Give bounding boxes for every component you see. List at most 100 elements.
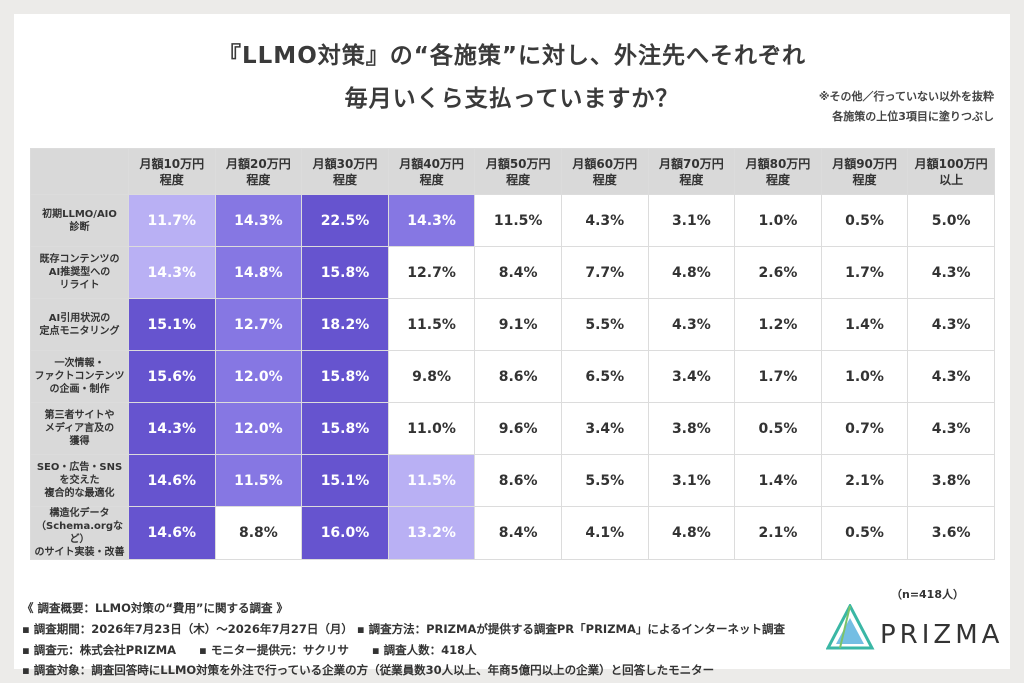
- table-cell: 12.0%: [214, 402, 303, 455]
- table-cell: 14.3%: [214, 194, 303, 247]
- column-header-text: 月額50万円: [485, 156, 551, 171]
- table-cell: 11.5%: [474, 194, 562, 247]
- column-header: 月額30万円 程度: [301, 148, 389, 195]
- note-line2: 各施策の上位3項目に塗りつぶし: [832, 110, 994, 123]
- table-row: 初期LLMO/AIO 診断 11.7% 14.3% 22.5% 14.3% 11.5% 4.3…: [30, 194, 995, 247]
- table-cell: 13.2%: [387, 506, 476, 560]
- row-label: 初期LLMO/AIO 診断: [30, 194, 129, 247]
- table-cell: 11.5%: [214, 454, 303, 507]
- table-cell: 4.3%: [907, 246, 995, 299]
- table-cell: 12.7%: [387, 246, 476, 299]
- table-cell: 0.5%: [820, 194, 909, 247]
- table-cell: 2.6%: [734, 246, 822, 299]
- column-header-text: 程度: [332, 172, 357, 187]
- column-header: 月額20万円 程度: [214, 148, 303, 195]
- survey-line1: ▪ 調査期間：2026年7月23日（木）〜2026年7月27日（月） ▪ 調査方…: [22, 622, 786, 636]
- table-cell: 4.3%: [907, 350, 995, 403]
- table-cell: 8.4%: [474, 246, 562, 299]
- table-corner: [30, 148, 129, 195]
- table-cell: 15.8%: [301, 246, 389, 299]
- table-body: 初期LLMO/AIO 診断 11.7% 14.3% 22.5% 14.3% 11.5% 4.3…: [30, 194, 995, 560]
- table-cell: 3.6%: [907, 506, 995, 560]
- column-header-text: 月額90万円: [832, 156, 897, 171]
- survey-line3: ▪ 調査対象：調査回答時にLLMO対策を外注で行っている企業の方（従業員数30人…: [22, 663, 715, 677]
- table-cell: 14.8%: [214, 246, 303, 299]
- row-label-text: リライト: [59, 280, 100, 291]
- table-cell: 11.5%: [387, 454, 476, 507]
- row-label-text: 定点モニタリング: [39, 325, 120, 337]
- table-cell: 3.1%: [647, 194, 736, 247]
- table-row: AI引用状況の 定点モニタリング 15.1% 12.7% 18.2% 11.5% 9.1% 5…: [30, 298, 995, 351]
- row-label-text: AI引用状況の: [48, 312, 111, 324]
- table-cell: 9.8%: [387, 350, 476, 403]
- row-label-text: AI推奨型への: [48, 267, 111, 278]
- table-row: 第三者サイトや メディア言及の 獲得 14.3% 12.0% 15.8% 11.0% 9.6%…: [30, 402, 995, 455]
- table-header-row: 月額10万円 程度 月額20万円 程度 月額30万円 程度 月額40万円 程度 月額50万円 程度…: [30, 148, 995, 195]
- table-cell: 14.3%: [128, 402, 216, 455]
- table-cell: 4.1%: [560, 506, 649, 560]
- row-label-text: メディア言及の: [44, 423, 115, 434]
- row-label-text: の企画・制作: [49, 384, 110, 395]
- row-label-text: 既存コンテンツの: [39, 254, 120, 265]
- table-cell: 2.1%: [734, 506, 822, 560]
- prizma-logo: [826, 604, 875, 650]
- row-label-text: のサイト実装・改善: [34, 547, 125, 558]
- column-header-text: 程度: [592, 172, 617, 187]
- table-cell: 5.5%: [560, 454, 649, 507]
- table-cell: 4.8%: [647, 506, 736, 560]
- table-cell: 11.5%: [387, 298, 476, 351]
- table-cell: 3.4%: [560, 402, 649, 455]
- column-header-text: 月額40万円: [399, 156, 464, 171]
- table-cell: 9.6%: [474, 402, 562, 455]
- table-cell: 8.4%: [474, 506, 562, 560]
- column-header-text: 月額70万円: [659, 156, 724, 171]
- row-label-text: を交えた: [59, 475, 100, 486]
- column-header: 月額50万円 程度: [474, 148, 562, 195]
- survey-title: 《 調査概要：LLMO対策の“費用”に関する調査 》: [22, 601, 288, 615]
- column-header-text: 以上: [939, 172, 964, 187]
- table-cell: 0.7%: [820, 402, 909, 455]
- note-line1: ※その他／行っていない以外を抜粋: [818, 90, 994, 103]
- table-cell: 8.8%: [214, 506, 303, 560]
- row-label: AI引用状況の 定点モニタリング: [30, 298, 129, 351]
- table-cell: 1.7%: [820, 246, 909, 299]
- table-cell: 0.5%: [820, 506, 909, 560]
- column-header-text: 月額100万円: [914, 156, 988, 171]
- column-header: 月額80万円 程度: [734, 148, 822, 195]
- table-row: 構造化データ （Schema.orgなど） のサイト実装・改善 14.6% 8.8% 16…: [30, 506, 995, 560]
- table-cell: 8.6%: [474, 350, 562, 403]
- table-cell: 18.2%: [301, 298, 389, 351]
- table-cell: 14.6%: [128, 506, 216, 560]
- chart-title-line1: 『LLMO対策』の“各施策”に対し、外注先へそれぞれ: [218, 43, 806, 69]
- column-header: 月額40万円 程度: [387, 148, 476, 195]
- table-row: 一次情報・ ファクトコンテンツ の企画・制作 15.6% 12.0% 15.8% 9.8% 8…: [30, 350, 995, 403]
- column-header-text: 程度: [679, 172, 704, 187]
- table-cell: 11.0%: [387, 402, 476, 455]
- column-header-text: 月額20万円: [226, 156, 291, 171]
- table-cell: 14.6%: [128, 454, 216, 507]
- column-header-text: 月額60万円: [572, 156, 638, 171]
- column-header-text: 程度: [246, 172, 271, 187]
- row-label-text: 初期LLMO/AIO: [42, 208, 117, 220]
- column-header: 月額100万円 以上: [907, 148, 995, 195]
- survey-line2: ▪ 調査元：株式会社PRIZMA ▪ モニター提供元：サクリサ ▪ 調査人数：4…: [22, 643, 477, 657]
- table-cell: 3.4%: [647, 350, 736, 403]
- table-cell: 1.4%: [734, 454, 822, 507]
- column-header-text: 程度: [506, 172, 531, 187]
- row-label-text: 獲得: [69, 436, 90, 447]
- column-header-text: 程度: [159, 172, 184, 187]
- table-cell: 16.0%: [301, 506, 389, 560]
- column-header: 月額10万円 程度: [128, 148, 216, 195]
- row-label-text: 構造化データ: [49, 508, 110, 519]
- column-header-text: 月額30万円: [312, 156, 378, 171]
- column-header-text: 月額80万円: [745, 156, 811, 171]
- table-cell: 2.1%: [820, 454, 909, 507]
- table-cell: 3.1%: [647, 454, 736, 507]
- column-header: 月額60万円 程度: [560, 148, 649, 195]
- table-cell: 0.5%: [734, 402, 822, 455]
- table-cell: 8.6%: [474, 454, 562, 507]
- row-label: 構造化データ （Schema.orgなど） のサイト実装・改善: [30, 506, 129, 560]
- table-cell: 5.5%: [560, 298, 649, 351]
- row-label-text: SEO・広告・SNS: [36, 462, 123, 473]
- row-label-text: 一次情報・: [54, 358, 105, 369]
